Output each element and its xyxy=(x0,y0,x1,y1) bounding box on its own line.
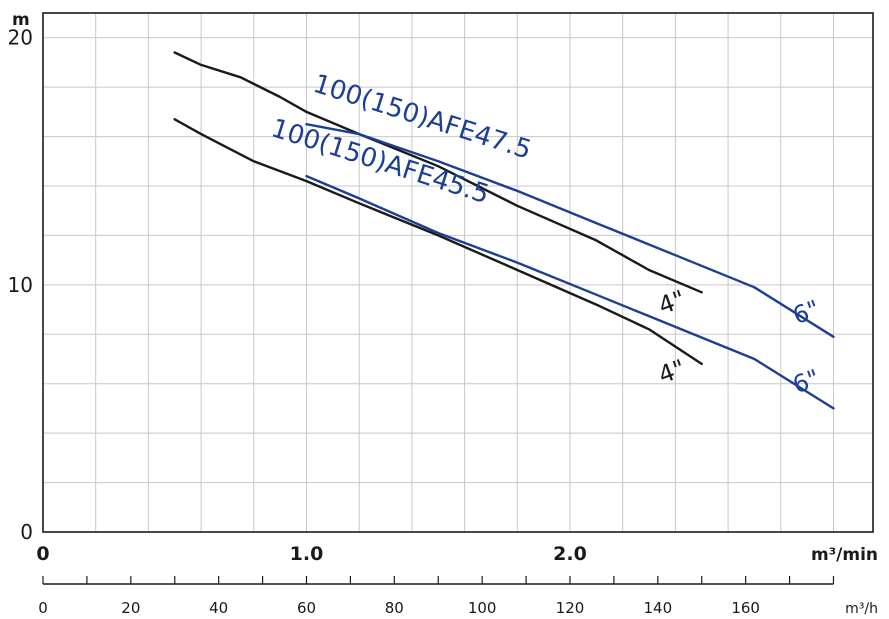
y-tick-label: 20 xyxy=(8,26,33,50)
pipe-size-label: 4" xyxy=(655,285,689,320)
x-primary-tick-label: 0 xyxy=(36,543,49,565)
x-secondary-tick-label: 100 xyxy=(468,599,497,617)
x-secondary-tick-label: 40 xyxy=(209,599,228,617)
x-axis-primary-ticks: 0 1.0 2.0 xyxy=(36,543,586,565)
y-tick-label: 0 xyxy=(20,520,33,544)
y-axis-unit: m xyxy=(12,10,30,30)
x-primary-tick-label: 2.0 xyxy=(553,543,587,565)
x-primary-tick-label: 1.0 xyxy=(290,543,324,565)
x-axis-secondary-unit: m³/h xyxy=(845,601,878,617)
pipe-size-label: 6" xyxy=(789,295,823,330)
x-secondary-tick-label: 20 xyxy=(121,599,140,617)
curve-afe47-5-6in xyxy=(305,123,835,338)
curve-afe45-5-6in xyxy=(305,174,835,410)
x-secondary-tick-label: 80 xyxy=(385,599,404,617)
performance-curves xyxy=(173,51,835,410)
pipe-size-label: 6" xyxy=(789,364,823,399)
y-tick-label: 10 xyxy=(8,273,33,297)
x-secondary-tick-label: 120 xyxy=(556,599,585,617)
curve-afe45-5-4in xyxy=(173,118,703,366)
plot-frame xyxy=(42,12,874,533)
x-secondary-tick-label: 140 xyxy=(643,599,672,617)
y-axis-ticks: 0 10 20 xyxy=(8,26,33,544)
x-axis-primary-unit: m³/min xyxy=(811,545,878,565)
x-axis-secondary: 0 20 40 60 80 100 120 140 160 xyxy=(38,576,835,617)
grid-lines xyxy=(43,13,873,532)
x-secondary-tick-label: 160 xyxy=(731,599,760,617)
x-secondary-tick-label: 60 xyxy=(297,599,316,617)
x-secondary-tick-label: 0 xyxy=(38,599,48,617)
